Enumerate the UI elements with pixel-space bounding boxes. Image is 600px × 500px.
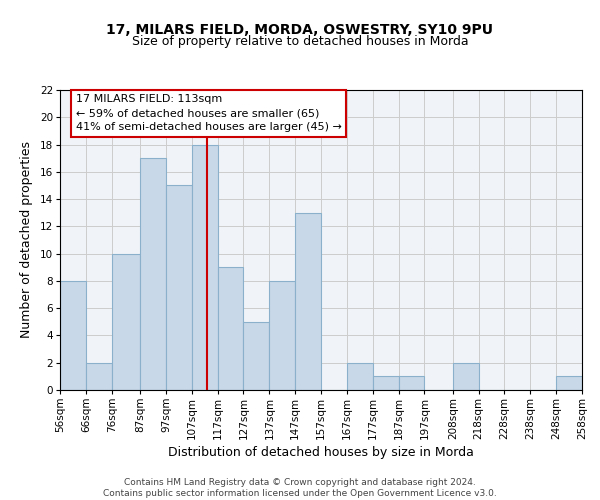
Text: Contains HM Land Registry data © Crown copyright and database right 2024.
Contai: Contains HM Land Registry data © Crown c… (103, 478, 497, 498)
Y-axis label: Number of detached properties: Number of detached properties (20, 142, 33, 338)
Bar (60, 281, 86, 390)
Bar (398, 376, 424, 390)
Text: 17, MILARS FIELD, MORDA, OSWESTRY, SY10 9PU: 17, MILARS FIELD, MORDA, OSWESTRY, SY10 … (107, 22, 493, 36)
Bar (347, 362, 373, 390)
Bar (295, 212, 321, 390)
Bar (192, 144, 218, 390)
Bar (112, 254, 140, 390)
Bar (269, 281, 295, 390)
Text: 17 MILARS FIELD: 113sqm
← 59% of detached houses are smaller (65)
41% of semi-de: 17 MILARS FIELD: 113sqm ← 59% of detache… (76, 94, 341, 132)
Bar (218, 268, 244, 390)
Bar (166, 186, 192, 390)
Bar (244, 322, 269, 390)
Text: Size of property relative to detached houses in Morda: Size of property relative to detached ho… (131, 35, 469, 48)
Bar (373, 376, 398, 390)
Bar (86, 362, 112, 390)
X-axis label: Distribution of detached houses by size in Morda: Distribution of detached houses by size … (168, 446, 474, 459)
Bar (453, 362, 479, 390)
Bar (140, 158, 166, 390)
Bar (556, 376, 582, 390)
